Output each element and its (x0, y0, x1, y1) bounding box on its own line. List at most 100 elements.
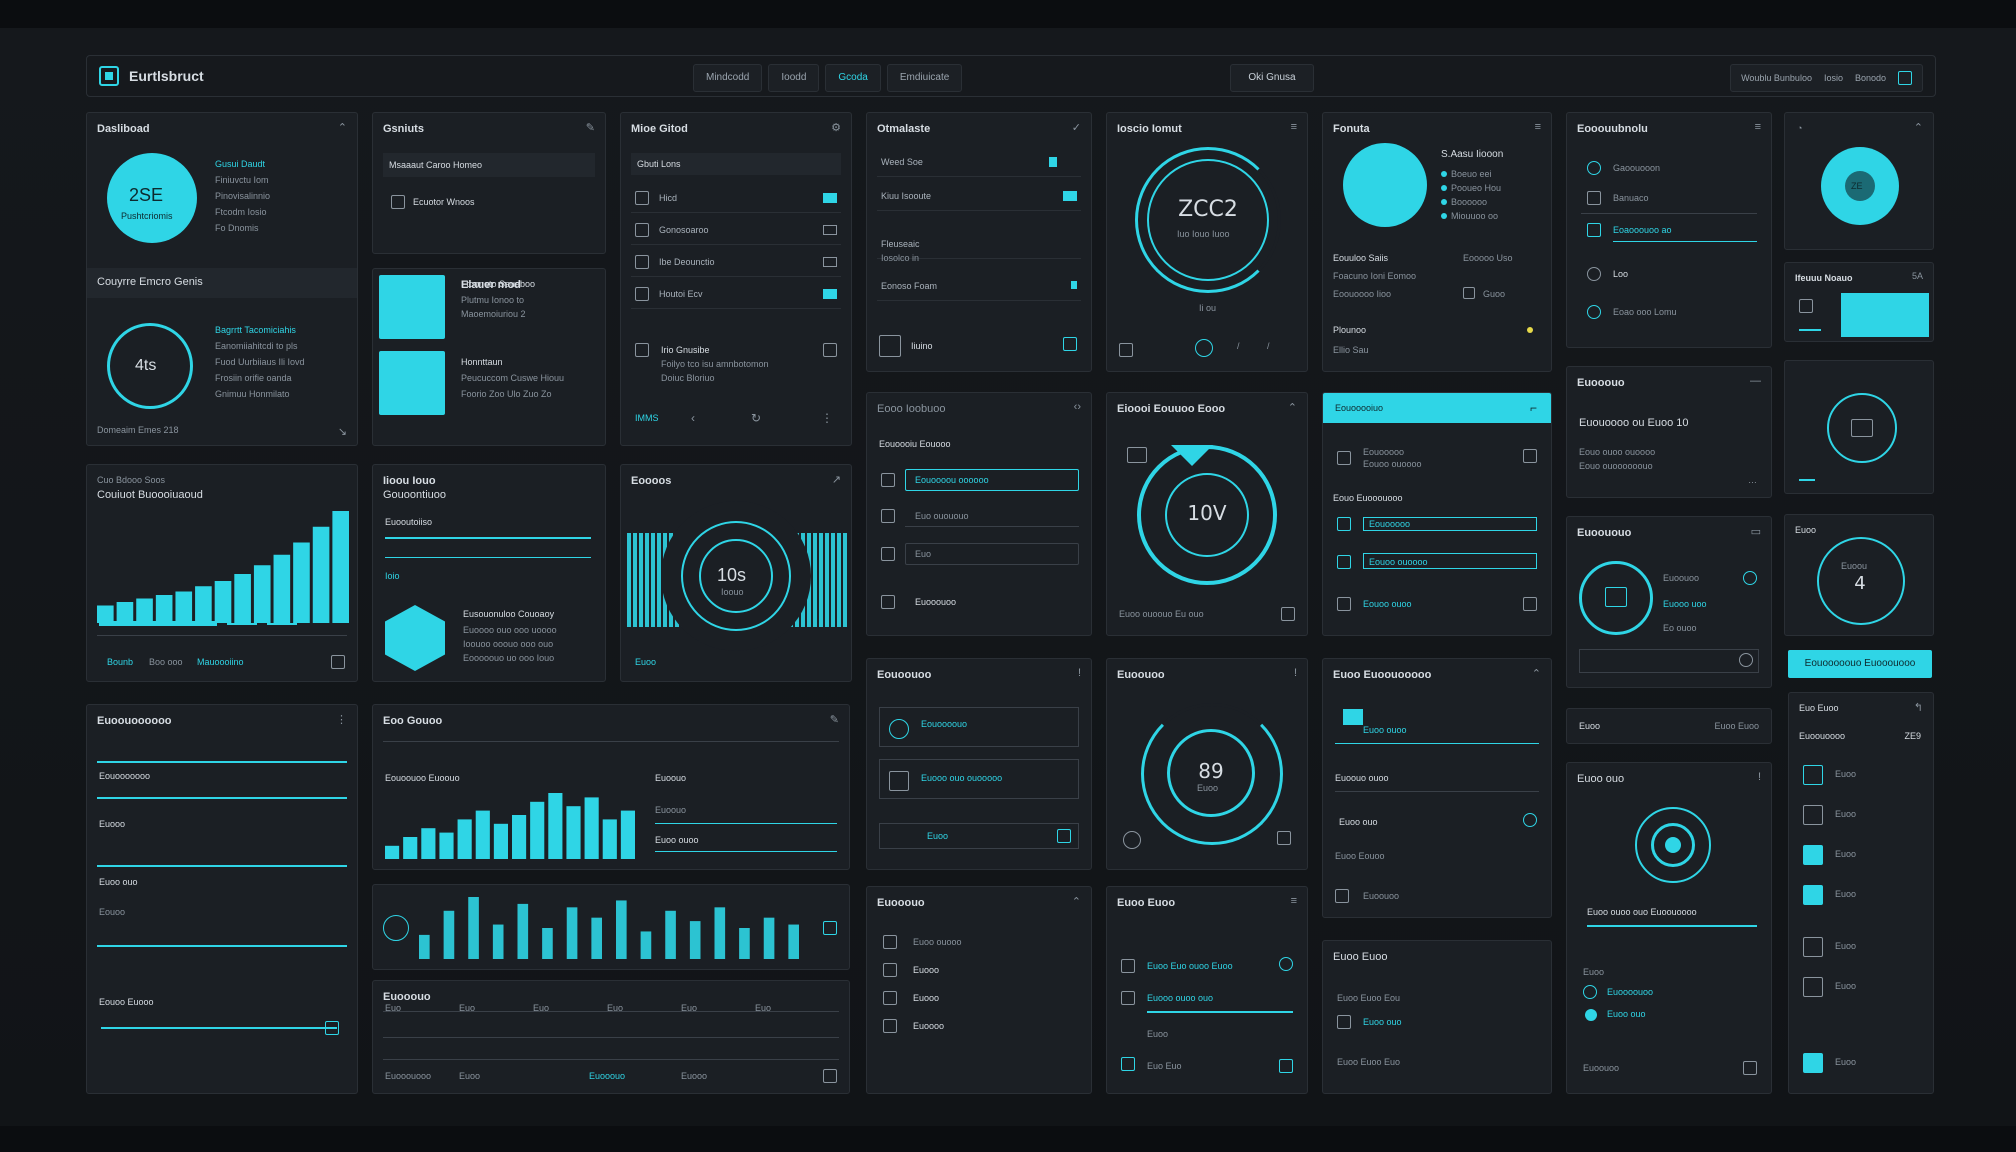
list-row-2[interactable]: Euooo (99, 819, 126, 829)
tab-1[interactable]: Mindcodd (693, 64, 763, 92)
table-menu-icon[interactable] (823, 1069, 837, 1083)
player-center[interactable] (1665, 837, 1681, 853)
message-avatar[interactable] (1523, 813, 1537, 827)
expand-icon[interactable]: ↘ (337, 426, 347, 438)
panel-menu-icon[interactable]: ≡ (1290, 895, 1297, 907)
profile-disc[interactable] (1343, 143, 1427, 227)
action-card-1[interactable] (879, 707, 1079, 747)
message-row-3[interactable]: Euoo ouo (1339, 817, 1378, 827)
player-progress[interactable] (1587, 925, 1757, 927)
side-row-3[interactable]: Euoo (1835, 809, 1857, 819)
dial-icon-2[interactable] (1195, 339, 1213, 357)
dial-icon-3[interactable]: / (1237, 341, 1240, 351)
camera-action-1[interactable] (1743, 571, 1757, 585)
row-toggle[interactable] (823, 225, 837, 235)
ring-3-icon-1[interactable] (1123, 831, 1141, 849)
check-row-3[interactable]: Fleuseaic (877, 231, 1081, 259)
pin-icon[interactable]: ↗ (831, 474, 841, 486)
ring-footer-icon[interactable] (1281, 607, 1295, 621)
camera-input[interactable] (1579, 649, 1759, 673)
player-footer-icon[interactable] (1743, 1061, 1757, 1075)
side-row-7[interactable]: Euoo (1835, 981, 1857, 991)
list-row-4[interactable]: Eouoo (99, 907, 126, 917)
recent-row-4[interactable]: Loo (1613, 269, 1629, 279)
action-bar-icon[interactable] (1057, 829, 1071, 843)
tool-3[interactable]: Bonodo (1854, 73, 1886, 83)
item-label[interactable]: Ecuotor Wnoos (413, 197, 475, 207)
ring-3-icon-2[interactable] (1277, 831, 1291, 845)
dial-icon-1[interactable] (1119, 343, 1133, 357)
player-row-1[interactable]: Euoo (1583, 967, 1605, 977)
list-row-5[interactable]: Eouoo Euooo (99, 997, 154, 1007)
list-3-footer-icon[interactable] (1279, 1059, 1293, 1073)
check-icon[interactable]: ✓ (1071, 122, 1081, 134)
banner-row-2[interactable]: Eouoo ouoooo (1363, 459, 1422, 469)
refresh-icon[interactable]: ↻ (751, 411, 762, 425)
donut-menu-icon[interactable]: ⌃ (1913, 122, 1923, 134)
banner-field-2[interactable] (1363, 553, 1537, 569)
list-row-3[interactable]: Euoo ouo (99, 877, 138, 887)
panel-menu-icon[interactable]: ≡ (1534, 121, 1541, 133)
banner-icon[interactable]: ⌐ (1529, 401, 1537, 415)
target-more-icon[interactable]: … (1748, 475, 1757, 485)
list-4-row-1[interactable]: Euoo Euoo Eou (1337, 993, 1401, 1003)
waveform-settings-icon[interactable] (823, 921, 837, 935)
message-row-4[interactable]: Euoo Eouoo (1335, 851, 1385, 861)
player-row-3[interactable]: Euoo ouo (1607, 1009, 1646, 1019)
banner-row-action[interactable] (1523, 449, 1537, 463)
banner-row-1[interactable]: Eouooooo (1363, 447, 1405, 457)
settings-icon[interactable] (1898, 71, 1912, 85)
panel-pin-icon[interactable]: ⌃ (1287, 402, 1297, 414)
action-card-2[interactable] (879, 759, 1079, 799)
grid-row-2[interactable]: Gonosoaroo (631, 217, 841, 245)
side-row-1[interactable]: Euoouoooo (1799, 731, 1846, 741)
tab-4[interactable]: Emdiuicate (886, 64, 963, 92)
side-row-4[interactable]: Euoo (1835, 849, 1857, 859)
panel-menu-icon[interactable]: ≡ (1754, 121, 1761, 133)
list-2-row-3[interactable]: Euooo (913, 993, 940, 1003)
back-icon[interactable]: ‹ (691, 411, 695, 425)
nav-icon[interactable]: ‹› (1073, 401, 1081, 413)
list-3-row-2[interactable]: Euooo ouoo ouo (1147, 993, 1214, 1003)
tool-2[interactable]: Iosio (1823, 73, 1843, 83)
panel-pin-icon[interactable]: — (1750, 375, 1761, 387)
profile-row-icon[interactable] (1463, 287, 1475, 299)
message-row-1[interactable]: Euoo ouoo (1363, 725, 1407, 735)
brand[interactable]: Eurtlsbruct (99, 66, 204, 86)
check-row-4[interactable]: Eonoso Foam (877, 273, 1081, 301)
camera-input-icon[interactable] (1739, 653, 1753, 667)
panel-options-icon[interactable]: ⚙ (831, 122, 841, 134)
row-toggle[interactable] (823, 257, 837, 267)
list-3-action-1[interactable] (1279, 957, 1293, 971)
grid-row-1[interactable]: Hicd (631, 185, 841, 213)
panel-pin-icon[interactable]: ! (1293, 667, 1297, 679)
panel-menu-icon[interactable]: ≡ (1290, 121, 1297, 133)
center-button[interactable]: Oki Gnusa (1230, 64, 1314, 92)
camera-row-2[interactable]: Euooo uoo (1663, 599, 1707, 609)
list-3-row-1[interactable]: Euoo Euo ouoo Euoo (1147, 961, 1233, 971)
list-4-row-2[interactable]: Euoo ouo (1363, 1017, 1402, 1027)
grid-row-4[interactable]: Houtoi Ecv (631, 281, 841, 309)
message-footer-icon[interactable] (1335, 889, 1349, 903)
banner-field-1[interactable] (1363, 517, 1537, 531)
recent-row-2[interactable]: Banuaco (1613, 193, 1649, 203)
panel-action-icon[interactable]: ✎ (829, 714, 839, 726)
play-icon[interactable] (383, 915, 409, 941)
more-icon[interactable]: ⋮ (821, 411, 833, 425)
side-row-8[interactable]: Euoo (1835, 1057, 1857, 1067)
panel-pin-icon[interactable]: ! (1077, 667, 1081, 679)
list-menu-icon[interactable]: ⋮ (336, 714, 347, 726)
grid-icon[interactable] (1063, 337, 1077, 351)
row-toggle[interactable] (823, 289, 837, 299)
file-icon[interactable] (879, 335, 901, 357)
recent-row-5[interactable]: Eoao ooo Lomu (1613, 307, 1677, 317)
check-row-1[interactable]: Weed Soe (877, 149, 1081, 177)
collapse-icon[interactable]: ⌃ (337, 122, 347, 134)
side-row-6[interactable]: Euoo (1835, 941, 1857, 951)
tool-1[interactable]: Woublu Bunbuloo (1741, 73, 1812, 83)
form-field-1[interactable] (905, 469, 1079, 491)
recent-row-3[interactable]: Eoaooouoo ao (1613, 225, 1672, 235)
list-2-row-4[interactable]: Euoooo (913, 1021, 945, 1031)
list-row-1[interactable]: Eouooooooo (99, 771, 151, 781)
list-3-home-icon[interactable] (1121, 1057, 1135, 1071)
